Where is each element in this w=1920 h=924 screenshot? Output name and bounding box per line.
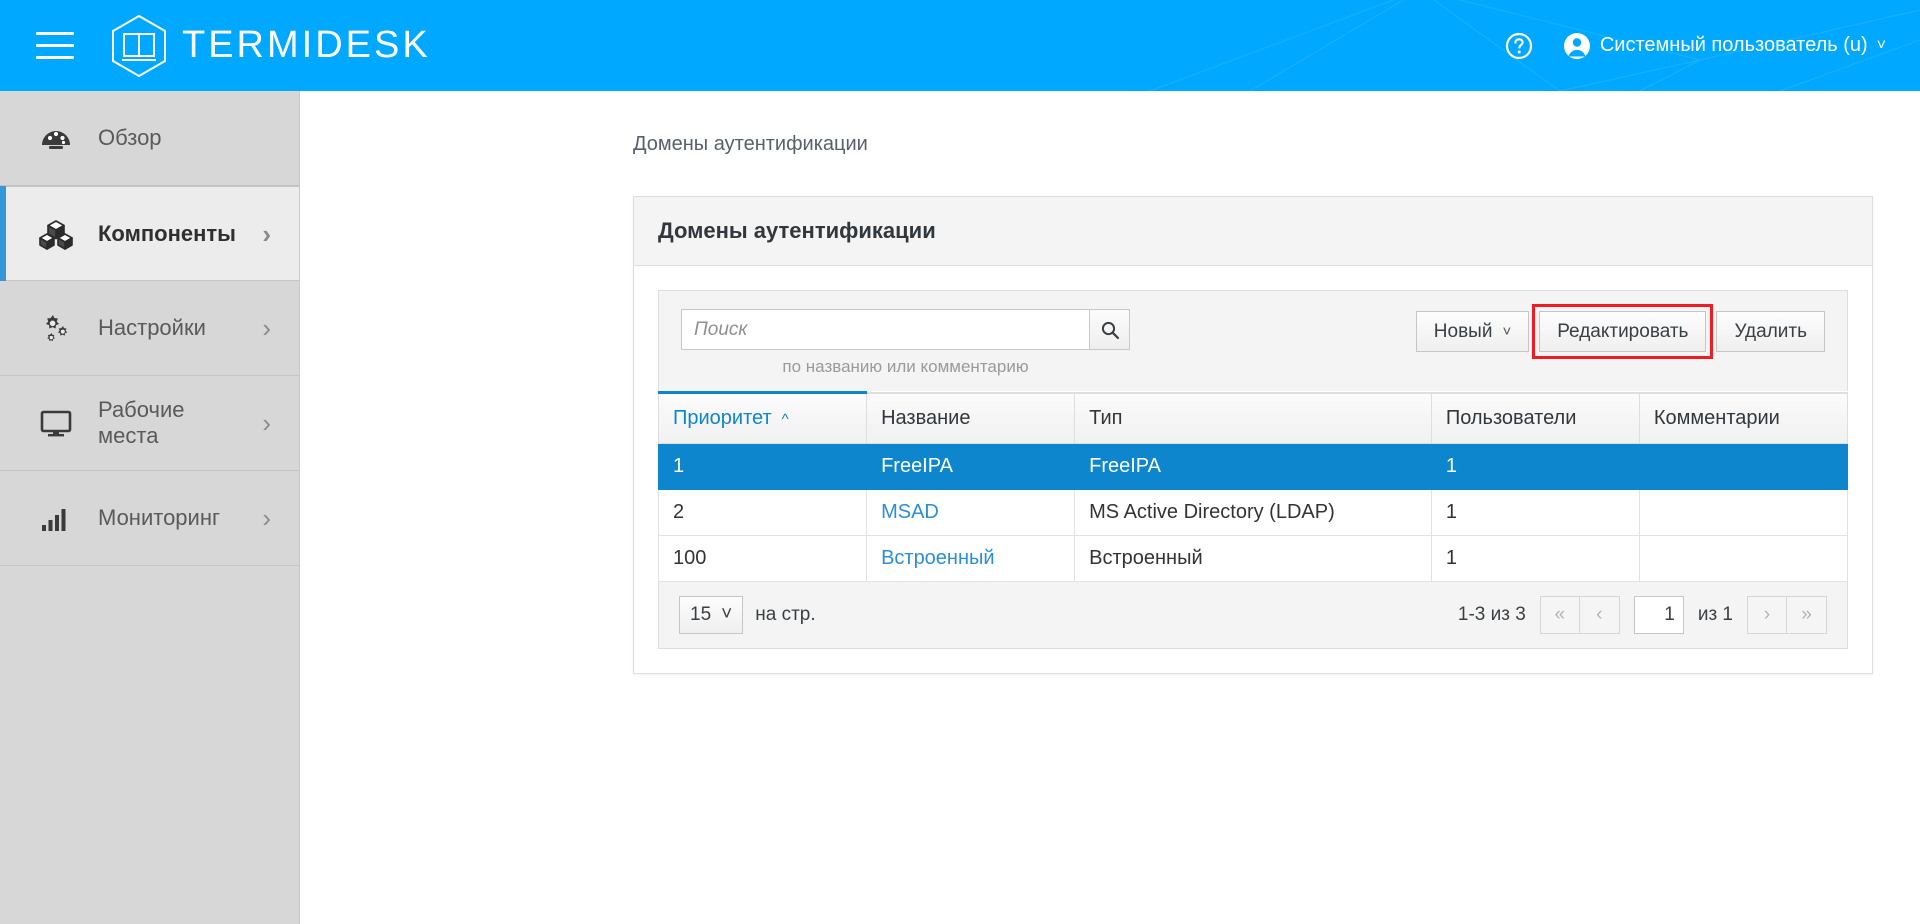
monitor-icon xyxy=(38,405,74,441)
termidesk-hexagon-logo-icon xyxy=(112,14,166,77)
last-page-button[interactable]: » xyxy=(1787,596,1827,634)
domains-card: Домены аутентификации xyxy=(633,196,1873,674)
sidebar-item-label: Рабочие места xyxy=(98,397,185,448)
pagination-controls: 1-3 из 3 « ‹ из 1 › » xyxy=(1458,596,1827,634)
cell-comment xyxy=(1638,443,1849,490)
cell-priority: 100 xyxy=(657,535,868,582)
chevron-right-icon[interactable]: › xyxy=(262,313,271,343)
cell-type: FreeIPA xyxy=(1074,443,1432,490)
chevron-right-icon[interactable]: › xyxy=(262,503,271,533)
column-label: Приоритет xyxy=(673,407,772,429)
edit-button[interactable]: Редактировать xyxy=(1539,311,1707,352)
search-input[interactable] xyxy=(681,309,1089,350)
per-page-label: на стр. xyxy=(755,604,816,625)
cell-name[interactable]: Встроенный xyxy=(866,535,1076,582)
help-circle-icon[interactable] xyxy=(1505,32,1533,60)
chevron-right-icon[interactable]: › xyxy=(262,408,271,438)
column-header-prioritet[interactable]: Приоритет ^ xyxy=(657,391,868,444)
user-avatar-icon xyxy=(1563,32,1590,59)
hamburger-menu-icon[interactable] xyxy=(36,32,74,59)
edit-button-highlight: Редактировать xyxy=(1532,304,1714,359)
toolbar-actions: Новый ˅ Редактировать Удалить xyxy=(1415,304,1825,359)
table-row[interactable]: 2 MSAD MS Active Directory (LDAP) 1 xyxy=(657,489,1849,536)
table-row[interactable]: 1 FreeIPA FreeIPA 1 xyxy=(657,443,1849,490)
brand-name: TERMIDESK xyxy=(182,24,431,66)
card-body: по названию или комментарию Новый ˅ Реда… xyxy=(634,266,1872,673)
cell-users: 1 xyxy=(1430,489,1640,536)
table-toolbar: по названию или комментарию Новый ˅ Реда… xyxy=(658,290,1848,391)
search-button[interactable] xyxy=(1089,309,1130,350)
prev-page-button[interactable]: ‹ xyxy=(1579,596,1620,634)
cell-users: 1 xyxy=(1430,535,1640,582)
gears-icon xyxy=(38,310,74,346)
page-size-value: 15 xyxy=(690,604,712,625)
chevron-down-icon: ˅ xyxy=(721,604,733,625)
column-header-nazvanie[interactable]: Название xyxy=(866,391,1076,444)
table-row[interactable]: 100 Встроенный Встроенный 1 xyxy=(657,535,1849,582)
sidebar-item-komponenty[interactable]: Компоненты › xyxy=(0,186,299,281)
page-number-input[interactable] xyxy=(1633,596,1684,634)
cell-name[interactable]: FreeIPA xyxy=(866,443,1076,490)
sidebar-item-label: Настройки xyxy=(98,315,206,340)
sidebar-item-obzor[interactable]: Обзор xyxy=(0,91,299,186)
domain-link[interactable]: Встроенный xyxy=(881,547,995,569)
column-header-tip[interactable]: Тип xyxy=(1074,391,1432,444)
card-title: Домены аутентификации xyxy=(634,197,1872,266)
column-header-polzovateli[interactable]: Пользователи xyxy=(1430,391,1640,444)
cell-priority: 2 xyxy=(657,489,868,536)
next-page-button[interactable]: › xyxy=(1747,596,1787,634)
chevron-right-icon[interactable]: › xyxy=(262,218,271,249)
domain-link[interactable]: MSAD xyxy=(881,501,939,523)
cell-comment xyxy=(1638,535,1849,582)
delete-button[interactable]: Удалить xyxy=(1716,311,1825,352)
search-group: по названию или комментарию xyxy=(681,309,1130,377)
cell-users: 1 xyxy=(1430,443,1640,490)
total-pages-label: из 1 xyxy=(1697,604,1733,625)
cell-type: MS Active Directory (LDAP) xyxy=(1074,489,1432,536)
top-header-bar: TERMIDESK Системный пользователь (u) ˅ xyxy=(0,0,1920,91)
brand-logo[interactable]: TERMIDESK xyxy=(110,14,431,78)
new-button[interactable]: Новый ˅ xyxy=(1415,311,1530,352)
sidebar-item-nastroyki[interactable]: Настройки › xyxy=(0,281,299,376)
sidebar-item-label: Обзор xyxy=(98,125,162,150)
column-header-kommentarii[interactable]: Комментарии xyxy=(1638,391,1849,444)
cell-priority: 1 xyxy=(657,443,868,490)
sidebar-item-monitoring[interactable]: Мониторинг › xyxy=(0,471,299,566)
domain-link[interactable]: FreeIPA xyxy=(881,455,953,477)
header-right-actions: Системный пользователь (u) ˅ xyxy=(1505,32,1886,60)
bar-chart-icon xyxy=(38,500,74,536)
result-range-label: 1-3 из 3 xyxy=(1457,604,1526,625)
sidebar-item-rabochie-mesta[interactable]: Рабочие места › xyxy=(0,376,299,471)
sidebar-navigation: Обзор xyxy=(0,91,300,924)
cell-type: Встроенный xyxy=(1074,535,1432,582)
cell-name[interactable]: MSAD xyxy=(866,489,1076,536)
user-menu[interactable]: Системный пользователь (u) ˅ xyxy=(1563,32,1886,60)
table-pagination: 15 ˅ на стр. 1-3 из 3 « ‹ из 1 xyxy=(658,582,1848,649)
search-row xyxy=(681,309,1130,350)
sort-caret-up-icon: ^ xyxy=(781,411,789,428)
cell-comment xyxy=(1638,489,1849,536)
chevron-down-icon[interactable]: ˅ xyxy=(1876,36,1886,54)
user-name-label: Системный пользователь (u) xyxy=(1599,34,1868,56)
page-size-select[interactable]: 15 ˅ xyxy=(679,596,744,634)
sidebar-item-label: Компоненты xyxy=(98,220,236,246)
sidebar-item-label: Мониторинг xyxy=(98,505,221,530)
search-hint: по названию или комментарию xyxy=(782,357,1029,376)
domains-table: Приоритет ^ Название Тип Пользователи Ком… xyxy=(657,391,1849,582)
breadcrumb: Домены аутентификации xyxy=(633,133,868,155)
chevron-down-icon: ˅ xyxy=(1502,323,1512,340)
dashboard-gauge-icon xyxy=(38,120,74,156)
first-prev-group: « ‹ xyxy=(1539,596,1620,634)
cubes-icon xyxy=(38,216,74,252)
next-last-group: › » xyxy=(1747,596,1827,634)
magnifier-icon xyxy=(1101,321,1119,339)
main-content: Домены аутентификации Домены аутентифика… xyxy=(300,91,1920,924)
body-container: Обзор xyxy=(0,91,1920,924)
table-header-row: Приоритет ^ Название Тип Пользователи Ком… xyxy=(657,391,1849,444)
first-page-button[interactable]: « xyxy=(1539,596,1580,634)
new-button-label: Новый xyxy=(1433,320,1493,342)
